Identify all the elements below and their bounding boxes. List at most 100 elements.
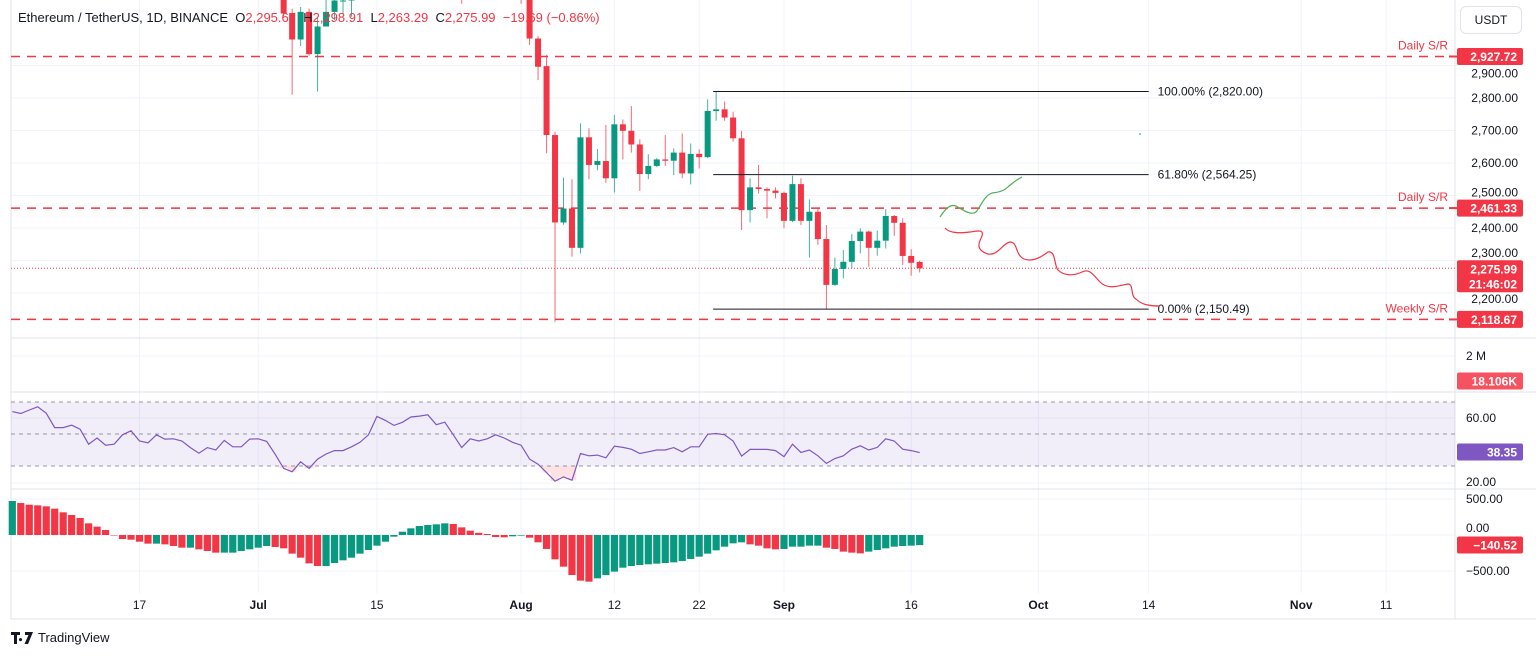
currency-button[interactable]: USDT bbox=[1460, 6, 1522, 34]
candle-body bbox=[865, 231, 872, 248]
candle[interactable] bbox=[891, 215, 898, 236]
time-axis-tick: 17 bbox=[133, 598, 147, 612]
candle[interactable] bbox=[594, 149, 601, 171]
candle[interactable] bbox=[848, 234, 855, 269]
candle[interactable] bbox=[780, 191, 787, 229]
volume-badge-bg bbox=[1457, 372, 1523, 390]
candle[interactable] bbox=[806, 199, 813, 258]
drawings[interactable] bbox=[939, 133, 1161, 307]
candle[interactable] bbox=[865, 230, 872, 267]
axis-badges: 2,927.72 2,461.33 2,118.67 2,275.9921:46:02… bbox=[1449, 47, 1523, 554]
candle[interactable] bbox=[518, 0, 524, 4]
macd-histogram-bar bbox=[831, 535, 839, 549]
candle[interactable] bbox=[619, 119, 626, 160]
candle[interactable] bbox=[560, 177, 567, 225]
macd-histogram-bar bbox=[347, 535, 356, 558]
volume-bar bbox=[823, 385, 830, 391]
candle[interactable] bbox=[764, 187, 771, 219]
projection-path-bullish[interactable] bbox=[939, 176, 1023, 218]
candle[interactable] bbox=[755, 164, 762, 194]
candle-body bbox=[526, 0, 533, 39]
candle[interactable] bbox=[899, 218, 906, 266]
candle[interactable] bbox=[908, 249, 915, 276]
candle-body bbox=[891, 215, 898, 223]
rsi-value-badge-bg bbox=[1457, 443, 1523, 461]
volume-bar bbox=[85, 383, 92, 391]
candle[interactable] bbox=[747, 178, 754, 223]
candle[interactable] bbox=[577, 123, 584, 254]
macd-histogram-bar bbox=[25, 504, 33, 535]
candle[interactable] bbox=[602, 124, 609, 183]
candle[interactable] bbox=[916, 260, 923, 273]
macd-histogram-bar bbox=[229, 535, 237, 553]
candle[interactable] bbox=[738, 130, 745, 230]
main-pane[interactable]: Daily S/R Daily S/R Weekly S/R 100.00% (2,8… bbox=[9, 0, 1455, 391]
volume-bar bbox=[755, 383, 762, 391]
level-price-badge-bg bbox=[1457, 199, 1523, 217]
candle[interactable] bbox=[772, 187, 779, 199]
candle[interactable] bbox=[585, 128, 592, 180]
macd-histogram-bar bbox=[17, 503, 25, 535]
candle[interactable] bbox=[831, 257, 838, 286]
candle[interactable] bbox=[874, 230, 881, 256]
candle[interactable] bbox=[314, 16, 321, 92]
fib-level-label: 0.00% (2,150.49) bbox=[1158, 302, 1250, 316]
macd-histogram-bar bbox=[220, 535, 228, 553]
candle[interactable] bbox=[459, 0, 465, 4]
candle[interactable] bbox=[340, 0, 347, 14]
macd-histogram-bar bbox=[237, 535, 245, 551]
candle[interactable] bbox=[568, 179, 575, 257]
candle[interactable] bbox=[730, 111, 737, 142]
candle[interactable] bbox=[636, 139, 643, 191]
macd-histogram-bar bbox=[118, 535, 127, 540]
projection-path-bearish[interactable] bbox=[944, 227, 1161, 307]
rsi-line[interactable] bbox=[12, 406, 920, 482]
candle[interactable] bbox=[857, 228, 864, 254]
candle[interactable] bbox=[306, 8, 313, 56]
candle[interactable] bbox=[670, 148, 677, 176]
candle[interactable] bbox=[535, 36, 542, 81]
candle[interactable] bbox=[289, 8, 296, 95]
candle[interactable] bbox=[687, 143, 694, 185]
volume-bar bbox=[730, 388, 737, 391]
candle[interactable] bbox=[721, 101, 728, 121]
candle[interactable] bbox=[611, 114, 618, 193]
candle[interactable] bbox=[789, 175, 796, 223]
candle[interactable] bbox=[543, 55, 550, 154]
macd-histogram-bar bbox=[186, 535, 194, 548]
candle[interactable] bbox=[882, 209, 889, 249]
candle[interactable] bbox=[713, 91, 720, 121]
volume-bar bbox=[679, 386, 686, 391]
macd-histogram-bar bbox=[627, 535, 635, 567]
candle[interactable] bbox=[628, 106, 635, 153]
candle[interactable] bbox=[323, 0, 330, 27]
rsi-oversold-fill bbox=[559, 466, 568, 477]
candle[interactable] bbox=[348, 0, 355, 17]
candle[interactable] bbox=[645, 154, 652, 180]
volume-bar bbox=[577, 379, 584, 391]
volume-bar bbox=[314, 382, 321, 391]
candle[interactable] bbox=[696, 149, 703, 169]
symbol-title[interactable]: Ethereum / TetherUS, 1D, BINANCE bbox=[18, 10, 229, 25]
volume-bar bbox=[467, 386, 474, 391]
volume-bar bbox=[399, 386, 406, 391]
candle[interactable] bbox=[280, 0, 287, 17]
candle[interactable] bbox=[653, 158, 660, 168]
candle[interactable] bbox=[823, 225, 830, 310]
candle[interactable] bbox=[552, 131, 559, 322]
candle[interactable] bbox=[297, 7, 304, 46]
macd-histogram-bar bbox=[822, 535, 830, 548]
volume-bar bbox=[543, 384, 550, 391]
candle[interactable] bbox=[797, 178, 804, 226]
tradingview-logo[interactable]: TradingView bbox=[11, 630, 110, 645]
candle[interactable] bbox=[679, 133, 686, 179]
candle-body bbox=[755, 187, 762, 189]
macd-histogram-bar bbox=[415, 526, 423, 535]
candle[interactable] bbox=[840, 250, 847, 279]
candle[interactable] bbox=[814, 207, 821, 245]
candle[interactable] bbox=[526, 0, 533, 46]
candle[interactable] bbox=[662, 135, 669, 166]
candle[interactable] bbox=[331, 0, 338, 20]
candle[interactable] bbox=[704, 99, 711, 159]
